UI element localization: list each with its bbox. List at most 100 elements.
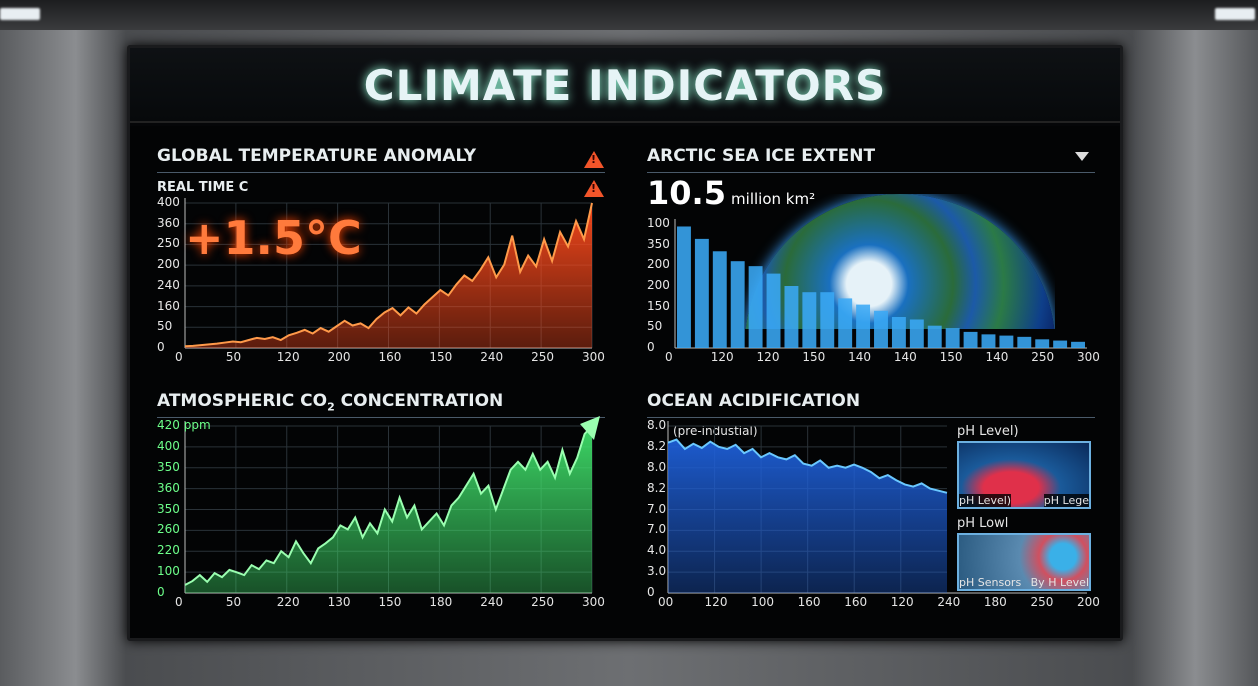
- y-tick-label: 0: [157, 340, 165, 354]
- ceiling: [0, 0, 1258, 30]
- divider: [647, 172, 1095, 173]
- dashboard-monitor: CLIMATE INDICATORS GLOBAL TEMPERATURE AN…: [127, 45, 1123, 641]
- x-tick-label: 150: [429, 350, 453, 364]
- x-tick-label: 50: [225, 350, 242, 364]
- ice-bar: [748, 266, 763, 348]
- divider: [157, 172, 605, 173]
- divider: [647, 417, 1095, 418]
- x-tick-label: 120: [710, 350, 734, 364]
- x-tick-label: 100: [751, 595, 775, 609]
- y-tick-label: 200: [157, 257, 180, 272]
- ice-bar: [820, 292, 835, 348]
- thumb-caption: pH Lege: [1043, 494, 1089, 507]
- panel-subtitle: REAL TIME C: [157, 180, 249, 195]
- x-tick-label: 200: [1077, 595, 1100, 609]
- ice-bar: [927, 325, 942, 348]
- y-tick-label: 220: [157, 543, 180, 558]
- series-line: [667, 438, 948, 494]
- ice-bar: [838, 298, 853, 348]
- title-banner: CLIMATE INDICATORS: [130, 48, 1120, 123]
- x-tick-label: 140: [893, 350, 917, 364]
- ice-bar: [802, 292, 817, 348]
- x-tick-label: 140: [985, 350, 1009, 364]
- series-line: [184, 425, 593, 586]
- x-tick-label: 0: [175, 595, 183, 609]
- y-tick-label: 150: [647, 298, 670, 313]
- warning-icon[interactable]: [584, 151, 604, 168]
- ice-bar: [677, 226, 691, 348]
- ice-bar: [1053, 340, 1068, 348]
- y-tick-label: 350: [647, 236, 670, 251]
- x-tick-label: 300: [582, 350, 605, 364]
- y-tick-label: 200: [647, 257, 670, 272]
- annotation: (pre-industial): [673, 424, 758, 438]
- thumb-caption: By H Level: [1030, 576, 1089, 589]
- y-tick-label: 160: [157, 298, 180, 313]
- panel-title: ATMOSPHERIC CO2 CONCENTRATION: [157, 391, 503, 413]
- series-area: [185, 426, 592, 593]
- y-tick-label: 400: [157, 195, 180, 209]
- ice-bar: [909, 319, 924, 348]
- x-tick-label: 240: [480, 350, 504, 364]
- y-tick-label: 8.2: [647, 438, 667, 453]
- series-area: [185, 203, 592, 348]
- temperature-anomaly-value: +1.5°C: [185, 211, 362, 265]
- title-text: ATMOSPHERIC CO: [157, 391, 328, 411]
- x-tick-label: 250: [1031, 350, 1055, 364]
- series-line: [184, 202, 593, 348]
- y-tick-label: 3.0: [647, 564, 667, 579]
- thumb-caption: pH Sensors: [959, 576, 1022, 589]
- chart-plot: [184, 416, 600, 594]
- ice-extent-value: 10.5: [647, 174, 726, 212]
- y-tick-label: 420 ppm: [157, 418, 211, 432]
- ice-bar: [891, 317, 906, 348]
- y-tick-label: 0: [647, 585, 655, 599]
- x-tick-label: 130: [327, 595, 351, 609]
- ice-bar: [694, 238, 709, 348]
- ice-bar: [712, 251, 727, 348]
- x-tick-label: 50: [225, 595, 242, 609]
- chart-plot: [674, 219, 1087, 349]
- ice-bar: [945, 328, 960, 348]
- title-text: CONCENTRATION: [334, 391, 504, 411]
- y-tick-label: 100: [647, 216, 670, 230]
- y-tick-label: 400: [157, 438, 180, 453]
- ice-bar: [766, 273, 781, 348]
- x-tick-label: 140: [848, 350, 872, 364]
- ice-bar: [856, 304, 871, 348]
- x-tick-label: 160: [378, 350, 402, 364]
- y-tick-label: 360: [157, 215, 180, 230]
- chart-plot: [184, 198, 593, 349]
- x-tick-label: 250: [531, 595, 555, 609]
- x-tick-label: 120: [756, 350, 780, 364]
- panel-title: ARCTIC SEA ICE EXTENT: [647, 146, 876, 166]
- dropdown-icon[interactable]: [1075, 152, 1089, 161]
- coral-closeup-image: pH Sensors By H Level: [957, 533, 1091, 591]
- panel-sea-ice: ARCTIC SEA ICE EXTENT 10.5 million km² 1…: [635, 136, 1105, 376]
- x-tick-label: 00: [658, 595, 674, 609]
- y-tick-label: 7.0: [647, 522, 667, 537]
- x-tick-label: 120: [276, 350, 300, 364]
- x-tick-label: 0: [665, 350, 673, 364]
- x-tick-label: 300: [1077, 350, 1100, 364]
- trend-arrow-icon: [580, 416, 600, 440]
- y-tick-label: 200: [647, 278, 670, 292]
- y-tick-label: 250: [157, 236, 180, 251]
- panel-title: OCEAN ACIDIFICATION: [647, 391, 861, 411]
- x-tick-label: 120: [704, 595, 728, 609]
- x-tick-label: 250: [531, 350, 555, 364]
- y-tick-label: 7.0: [647, 501, 667, 516]
- ice-bar: [1035, 339, 1050, 348]
- ice-bar: [963, 331, 978, 348]
- title-subscript: 2: [327, 400, 335, 414]
- chart-plot: [667, 421, 1087, 594]
- x-tick-label: 180: [429, 595, 453, 609]
- x-tick-label: 160: [844, 595, 868, 609]
- coral-image: pH Level) pH Lege: [957, 441, 1091, 509]
- x-tick-label: 300: [582, 595, 605, 609]
- ice-bar: [1071, 341, 1085, 348]
- ice-bar: [784, 286, 799, 348]
- warning-icon[interactable]: [584, 180, 604, 197]
- x-tick-label: 0: [175, 350, 183, 364]
- y-tick-label: 8.2: [647, 480, 667, 495]
